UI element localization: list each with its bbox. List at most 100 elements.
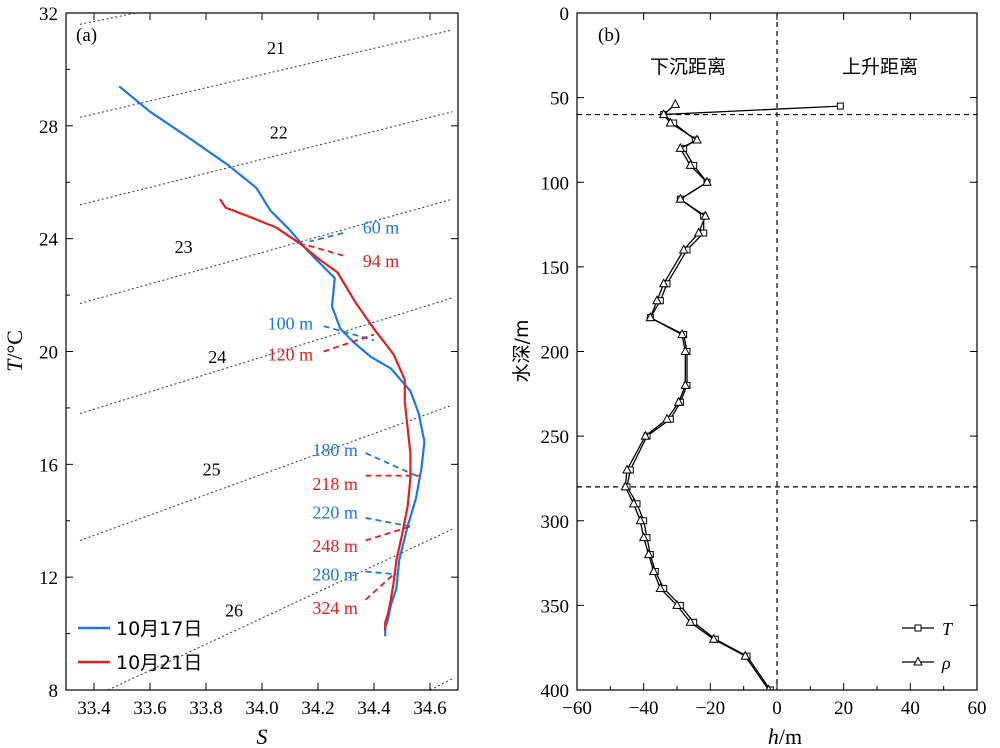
marker-triangle (672, 599, 682, 609)
displacement-line-2 (624, 103, 770, 690)
depth-annotation-label: 120 m (268, 344, 314, 364)
isopycnal-label-bg (199, 460, 224, 480)
marker-triangle (655, 582, 666, 592)
panel-a-ts-diagram: 21 22 23 24 25 26 60 m 94 m 100 m 120 m 180 m 218 m… (2, 4, 459, 748)
marker-triangle (645, 312, 656, 322)
marker-triangle (702, 176, 712, 186)
y-tick-label: 100 (541, 173, 570, 194)
y-tick-label: 32 (39, 4, 58, 25)
depth-annotation-leader (309, 232, 344, 243)
x-tick-label: −40 (629, 698, 659, 719)
marker-triangle (678, 244, 689, 254)
marker-triangle (692, 134, 702, 144)
marker-triangle (685, 616, 696, 626)
panel-a-ylabel-var: T (2, 358, 27, 372)
x-tick-label: 33.8 (189, 698, 222, 719)
depth-annotation-leader (365, 452, 417, 477)
marker-square (836, 102, 844, 110)
y-tick-label: 24 (39, 230, 59, 251)
marker-triangle (680, 379, 691, 389)
y-tick-label: 8 (49, 681, 59, 702)
panel-b-ylabel: 水深/m (511, 320, 533, 383)
region-label-rising: 上升距离 (842, 56, 918, 78)
panel-a-label: (a) (76, 25, 97, 46)
y-tick-label: 12 (39, 568, 58, 589)
panel-b-label: (b) (598, 25, 620, 46)
y-tick-label: 28 (39, 117, 58, 138)
isopycnal-label-bg (205, 347, 230, 367)
isopycnal-label: 25 (203, 460, 221, 480)
isopycnal-label: 26 (225, 601, 243, 621)
panel-b-legend: Tρ (902, 619, 954, 673)
y-tick-label: 200 (541, 343, 570, 364)
depth-annotation-label: 100 m (268, 313, 314, 333)
depth-annotation-leader (365, 517, 411, 528)
isopycnal-lines (79, 13, 453, 690)
marker-triangle (648, 565, 659, 576)
x-tick-label: 33.4 (77, 698, 111, 719)
marker-triangle (675, 142, 686, 152)
depth-annotation-leader (365, 525, 411, 542)
panel-a-ylabel: T/°C (2, 330, 27, 372)
panel-a-legend: 10月17日 10月21日 (78, 618, 202, 674)
ts-series-line-1 (118, 85, 426, 637)
marker-triangle (652, 295, 662, 305)
marker-triangle (643, 549, 654, 559)
depth-annotation-leader (365, 570, 397, 576)
y-tick-label: 150 (541, 258, 570, 279)
depth-annotation-leader (323, 333, 375, 353)
y-tick-label: 400 (541, 681, 570, 702)
depth-annotation-label: 94 m (363, 251, 400, 271)
depth-annotation-label: 324 m (312, 598, 358, 618)
isopycnal-line (107, 528, 453, 690)
x-tick-label: 34.4 (357, 698, 391, 719)
x-tick-label: 34.0 (245, 698, 278, 719)
depth-annotation-label: 220 m (312, 502, 358, 522)
depth-annotation-label: 280 m (312, 564, 358, 584)
legend-label-1: 10月17日 (116, 618, 202, 640)
panel-a-ylabel-unit: /°C (2, 330, 27, 360)
legend-label-1: T (942, 619, 954, 639)
isopycnal-line (79, 198, 453, 305)
x-tick-label: 0 (772, 698, 782, 719)
marker-triangle (685, 159, 696, 169)
panel-b-xlabel-var: h (768, 724, 779, 748)
panel-b-displacement: −60 −40 −20 0 20 40 60 0 50 100 150 200 250 300 350 400… (511, 4, 987, 748)
x-tick-label: −20 (695, 698, 725, 719)
isopycnal-label: 24 (208, 347, 226, 367)
isopycnal-line (79, 13, 137, 25)
isopycnal-line (79, 404, 453, 542)
displacement-line-1 (626, 105, 841, 690)
panel-b-xlabel-unit: /m (779, 724, 802, 748)
marker-triangle (640, 430, 651, 440)
isopycnal-line (429, 678, 453, 690)
isopycnal-label-bg (171, 237, 196, 257)
legend-marker-square (914, 624, 922, 632)
x-tick-label: 20 (834, 698, 853, 719)
isopycnal-label: 23 (175, 237, 193, 257)
marker-triangle (740, 650, 751, 660)
marker-triangle (700, 210, 711, 220)
marker-triangle (662, 413, 672, 423)
marker-triangle (665, 117, 676, 127)
marker-triangle (658, 108, 669, 119)
legend-label-2: 10月21日 (116, 652, 202, 674)
depth-annotation-label: 180 m (312, 440, 358, 460)
y-tick-label: 16 (39, 455, 58, 476)
x-tick-label: 34.6 (413, 698, 446, 719)
region-label-sinking: 下沉距离 (650, 56, 726, 78)
isopycnal-label-bg (222, 601, 246, 621)
reference-lines (577, 13, 977, 690)
marker-triangle (658, 278, 669, 288)
isopycnal-label: 22 (270, 123, 288, 143)
x-tick-label: 40 (901, 698, 920, 719)
isopycnal-label-bg (266, 123, 291, 143)
depth-annotation-leader (303, 243, 344, 257)
isopycnal-line (79, 297, 453, 415)
x-tick-label: 60 (968, 698, 987, 719)
panel-b-frame (576, 12, 978, 691)
x-tick-label: 34.2 (301, 698, 334, 719)
x-tick-label: −60 (562, 698, 592, 719)
ts-series-group (118, 85, 426, 637)
